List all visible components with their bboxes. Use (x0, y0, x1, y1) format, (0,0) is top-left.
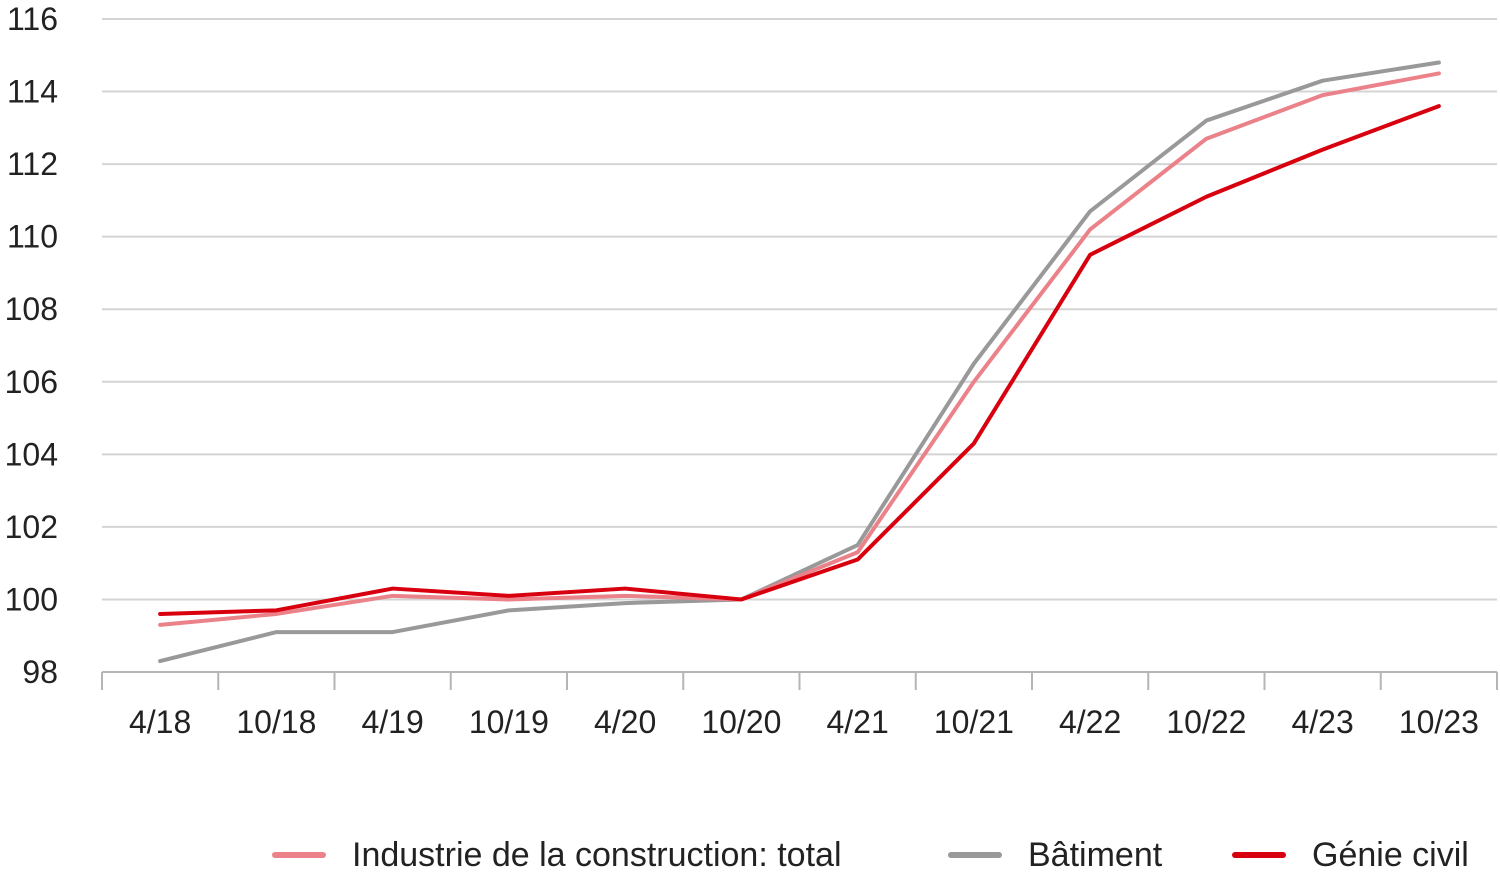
series-line-1 (158, 60, 1441, 664)
x-tick-label: 10/23 (1399, 704, 1479, 740)
x-tick-label: 10/19 (469, 704, 549, 740)
grid-lines (102, 18, 1497, 601)
legend-swatch-total (272, 852, 326, 858)
y-tick-label-116: 116 (7, 1, 58, 37)
legend-swatch-batiment (948, 852, 1002, 858)
y-tick-label-114: 114 (7, 74, 58, 110)
y-tick-label-104: 104 (5, 436, 58, 472)
x-tick-label: 10/22 (1166, 704, 1246, 740)
legend-label-genie-civil: Génie civil (1312, 835, 1469, 874)
y-tick-label-108: 108 (5, 291, 58, 327)
y-axis-ticks: 98 100 102 104 106 108 110 112 114 116 (5, 1, 58, 690)
series-lines (158, 60, 1441, 664)
legend: Industrie de la construction: total Bâti… (0, 820, 1500, 890)
series-line-2 (158, 104, 1441, 616)
y-tick-label-110: 110 (7, 219, 58, 255)
legend-label-total: Industrie de la construction: total (352, 835, 842, 874)
y-tick-label-102: 102 (5, 509, 58, 545)
legend-item-total: Industrie de la construction: total (272, 820, 842, 890)
x-tick-label: 10/20 (701, 704, 781, 740)
y-tick-label-112: 112 (7, 146, 58, 182)
x-tick-label: 10/18 (236, 704, 316, 740)
x-tick-label: 4/23 (1291, 704, 1353, 740)
series-line-0 (158, 71, 1441, 627)
y-tick-label-98: 98 (22, 654, 58, 690)
x-tick-label: 4/19 (361, 704, 423, 740)
x-tick-label: 4/18 (129, 704, 191, 740)
x-axis: 4/18 10/18 4/19 10/19 4/20 10/20 4/21 10/21 4/22… (101, 671, 1498, 740)
x-tick-label: 10/21 (934, 704, 1014, 740)
y-tick-label-100: 100 (5, 581, 58, 617)
y-tick-label-106: 106 (5, 364, 58, 400)
legend-item-genie-civil: Génie civil (1232, 820, 1469, 890)
legend-swatch-genie-civil (1232, 852, 1286, 858)
legend-item-batiment: Bâtiment (948, 820, 1162, 890)
legend-label-batiment: Bâtiment (1028, 835, 1163, 874)
x-tick-label: 4/21 (826, 704, 888, 740)
x-tick-label: 4/22 (1059, 704, 1121, 740)
x-tick-label: 4/20 (594, 704, 656, 740)
